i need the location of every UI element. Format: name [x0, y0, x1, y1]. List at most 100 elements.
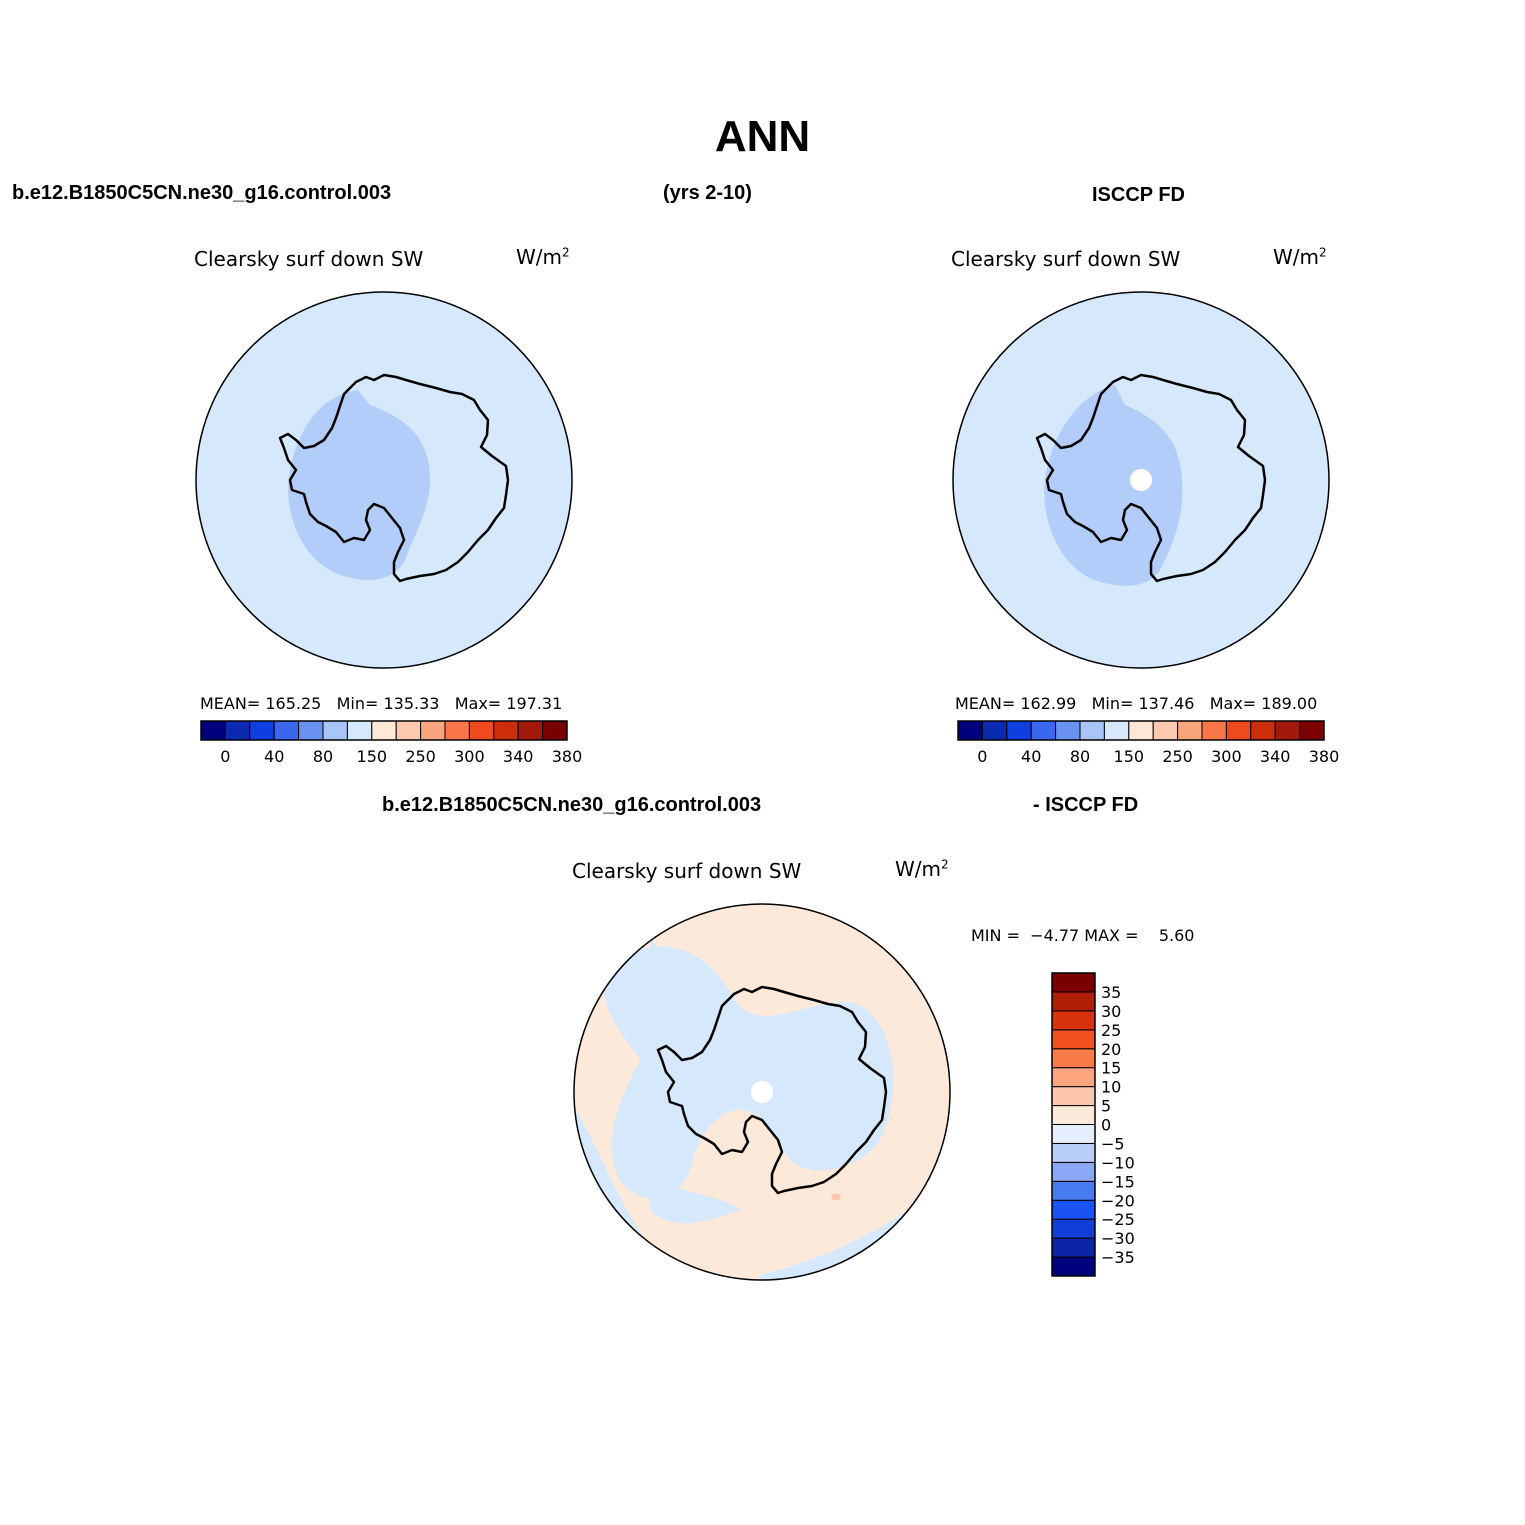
- obs-panel-field-title: Clearsky surf down SW: [951, 247, 1181, 271]
- diff-colorbar-swatch: [1051, 1237, 1096, 1258]
- diff-colorbar-tick-label: −30: [1101, 1229, 1135, 1248]
- diff-polar-map: [573, 903, 951, 1281]
- diff-colorbar-tick-label: −20: [1101, 1191, 1135, 1210]
- model-colorbar-swatch: [224, 720, 251, 741]
- model-panel-units: W/m2: [516, 245, 570, 269]
- diff-colorbar-tick-label: 30: [1101, 1002, 1121, 1021]
- diff-colorbar-tick-label: 35: [1101, 983, 1121, 1002]
- model-colorbar-swatch: [395, 720, 422, 741]
- model-colorbar-swatch: [444, 720, 470, 741]
- obs-colorbar-swatch: [1274, 720, 1301, 741]
- diff-colorbar-swatch: [1051, 1256, 1096, 1277]
- obs-colorbar-tick-label: 0: [977, 747, 987, 766]
- diff-colorbar-swatch: [1051, 1199, 1096, 1220]
- obs-colorbar-swatch: [1055, 720, 1081, 741]
- model-colorbar-tick-label: 340: [503, 747, 534, 766]
- model-colorbar: 0 40 80 150 250 300 340 380: [200, 720, 583, 766]
- model-colorbar-swatch: [542, 720, 568, 741]
- diff-colorbar-tick-label: −15: [1101, 1172, 1135, 1191]
- model-colorbar-swatch: [273, 720, 300, 741]
- model-colorbar-tick-label: 80: [313, 747, 333, 766]
- diff-colorbar-tick-label: −5: [1101, 1134, 1125, 1153]
- obs-colorbar-swatch: [1201, 720, 1227, 741]
- diff-colorbar-swatch: [1051, 991, 1096, 1012]
- diff-colorbar-tick-label: 20: [1101, 1040, 1121, 1059]
- obs-panel-units: W/m2: [1273, 245, 1327, 269]
- diff-colorbar-tick-label: 10: [1101, 1078, 1121, 1097]
- obs-colorbar-swatch: [1128, 720, 1154, 741]
- obs-colorbar-frame: [957, 720, 1325, 741]
- model-colorbar-swatch: [249, 720, 275, 741]
- model-colorbar-swatch: [298, 720, 324, 741]
- model-polar-map: [195, 291, 573, 669]
- obs-colorbar-tick-label: 80: [1070, 747, 1090, 766]
- diff-colorbar-tick-label: −35: [1101, 1248, 1135, 1267]
- obs-colorbar-tick-label: 150: [1114, 747, 1145, 766]
- model-colorbar-swatch: [468, 720, 495, 741]
- model-colorbar-swatch: [493, 720, 519, 741]
- diff-colorbar-tick-label: 0: [1101, 1116, 1111, 1135]
- diff-colorbar-tick-label: 5: [1101, 1097, 1111, 1116]
- model-colorbar-tick-label: 380: [552, 747, 583, 766]
- diff-colorbar-swatch: [1051, 1067, 1096, 1088]
- model-colorbar-tick-label: 300: [454, 747, 485, 766]
- diff-case-name-header: b.e12.B1850C5CN.ne30_g16.control.003: [382, 794, 762, 816]
- obs-colorbar-swatch: [1225, 720, 1252, 741]
- obs-colorbar-tick-label: 340: [1260, 747, 1291, 766]
- diff-colorbar-swatch: [1051, 1180, 1096, 1201]
- obs-colorbar-swatch: [1103, 720, 1130, 741]
- diff-colorbar-tick-label: −25: [1101, 1210, 1135, 1229]
- model-colorbar-swatch: [322, 720, 348, 741]
- model-colorbar-swatch: [200, 720, 226, 741]
- model-colorbar-swatch: [371, 720, 397, 741]
- obs-colorbar-swatch: [1250, 720, 1276, 741]
- model-panel-field-title: Clearsky surf down SW: [194, 247, 424, 271]
- obs-colorbar-swatch: [1299, 720, 1325, 741]
- diff-colorbar-swatch: [1051, 1105, 1096, 1125]
- diff-minmax: MIN = −4.77 MAX = 5.60: [971, 926, 1195, 945]
- diff-colorbar-swatch: [1051, 1218, 1096, 1239]
- diff-colorbar-swatch: [1051, 1142, 1096, 1163]
- diff-colorbar-swatch: [1051, 1161, 1096, 1182]
- diff-colorbar-tick-label: −10: [1101, 1153, 1135, 1172]
- obs-colorbar-tick-label: 40: [1021, 747, 1041, 766]
- diff-colorbar-swatch: [1051, 1010, 1096, 1031]
- case-name-header: b.e12.B1850C5CN.ne30_g16.control.003: [12, 182, 392, 204]
- obs-name-header: ISCCP FD: [1092, 184, 1185, 206]
- diff-colorbar-swatch: [1051, 1124, 1096, 1144]
- model-colorbar-tick-label: 40: [264, 747, 284, 766]
- obs-colorbar-tick-label: 300: [1211, 747, 1242, 766]
- model-colorbar-swatch: [420, 720, 446, 741]
- obs-colorbar-swatch: [1006, 720, 1032, 741]
- diff-colorbar-tick-label: 15: [1101, 1059, 1121, 1078]
- diff-colorbar-swatch: [1051, 1029, 1096, 1050]
- model-colorbar-swatch: [346, 720, 373, 741]
- obs-colorbar-swatch: [1079, 720, 1105, 741]
- diff-colorbar-swatch: [1051, 1086, 1096, 1107]
- years-header: (yrs 2-10): [663, 182, 752, 204]
- obs-polar-map: [952, 291, 1330, 669]
- diff-colorbar-frame: [1051, 972, 1096, 1277]
- figure-title: ANN: [714, 112, 811, 161]
- model-stats: MEAN= 165.25 Min= 135.33 Max= 197.31: [200, 694, 563, 713]
- obs-colorbar: 0 40 80 150 250 300 340 380: [957, 720, 1340, 766]
- diff-colorbar-tick-label: 25: [1101, 1021, 1121, 1040]
- model-colorbar-tick-label: 250: [405, 747, 436, 766]
- model-colorbar-tick-label: 0: [220, 747, 230, 766]
- obs-colorbar-swatch: [957, 720, 983, 741]
- obs-stats: MEAN= 162.99 Min= 137.46 Max= 189.00: [955, 694, 1318, 713]
- obs-colorbar-tick-label: 250: [1162, 747, 1193, 766]
- obs-colorbar-tick-label: 380: [1309, 747, 1340, 766]
- obs-colorbar-swatch: [1177, 720, 1203, 741]
- model-colorbar-frame: [200, 720, 568, 741]
- obs-colorbar-swatch: [981, 720, 1008, 741]
- obs-colorbar-swatch: [1030, 720, 1057, 741]
- diff-colorbar-swatch: [1051, 1048, 1096, 1069]
- obs-colorbar-swatch: [1152, 720, 1179, 741]
- diff-panel-units: W/m2: [895, 857, 949, 881]
- model-colorbar-tick-label: 150: [357, 747, 388, 766]
- diff-colorbar-swatch: [1051, 972, 1096, 993]
- model-colorbar-swatch: [517, 720, 544, 741]
